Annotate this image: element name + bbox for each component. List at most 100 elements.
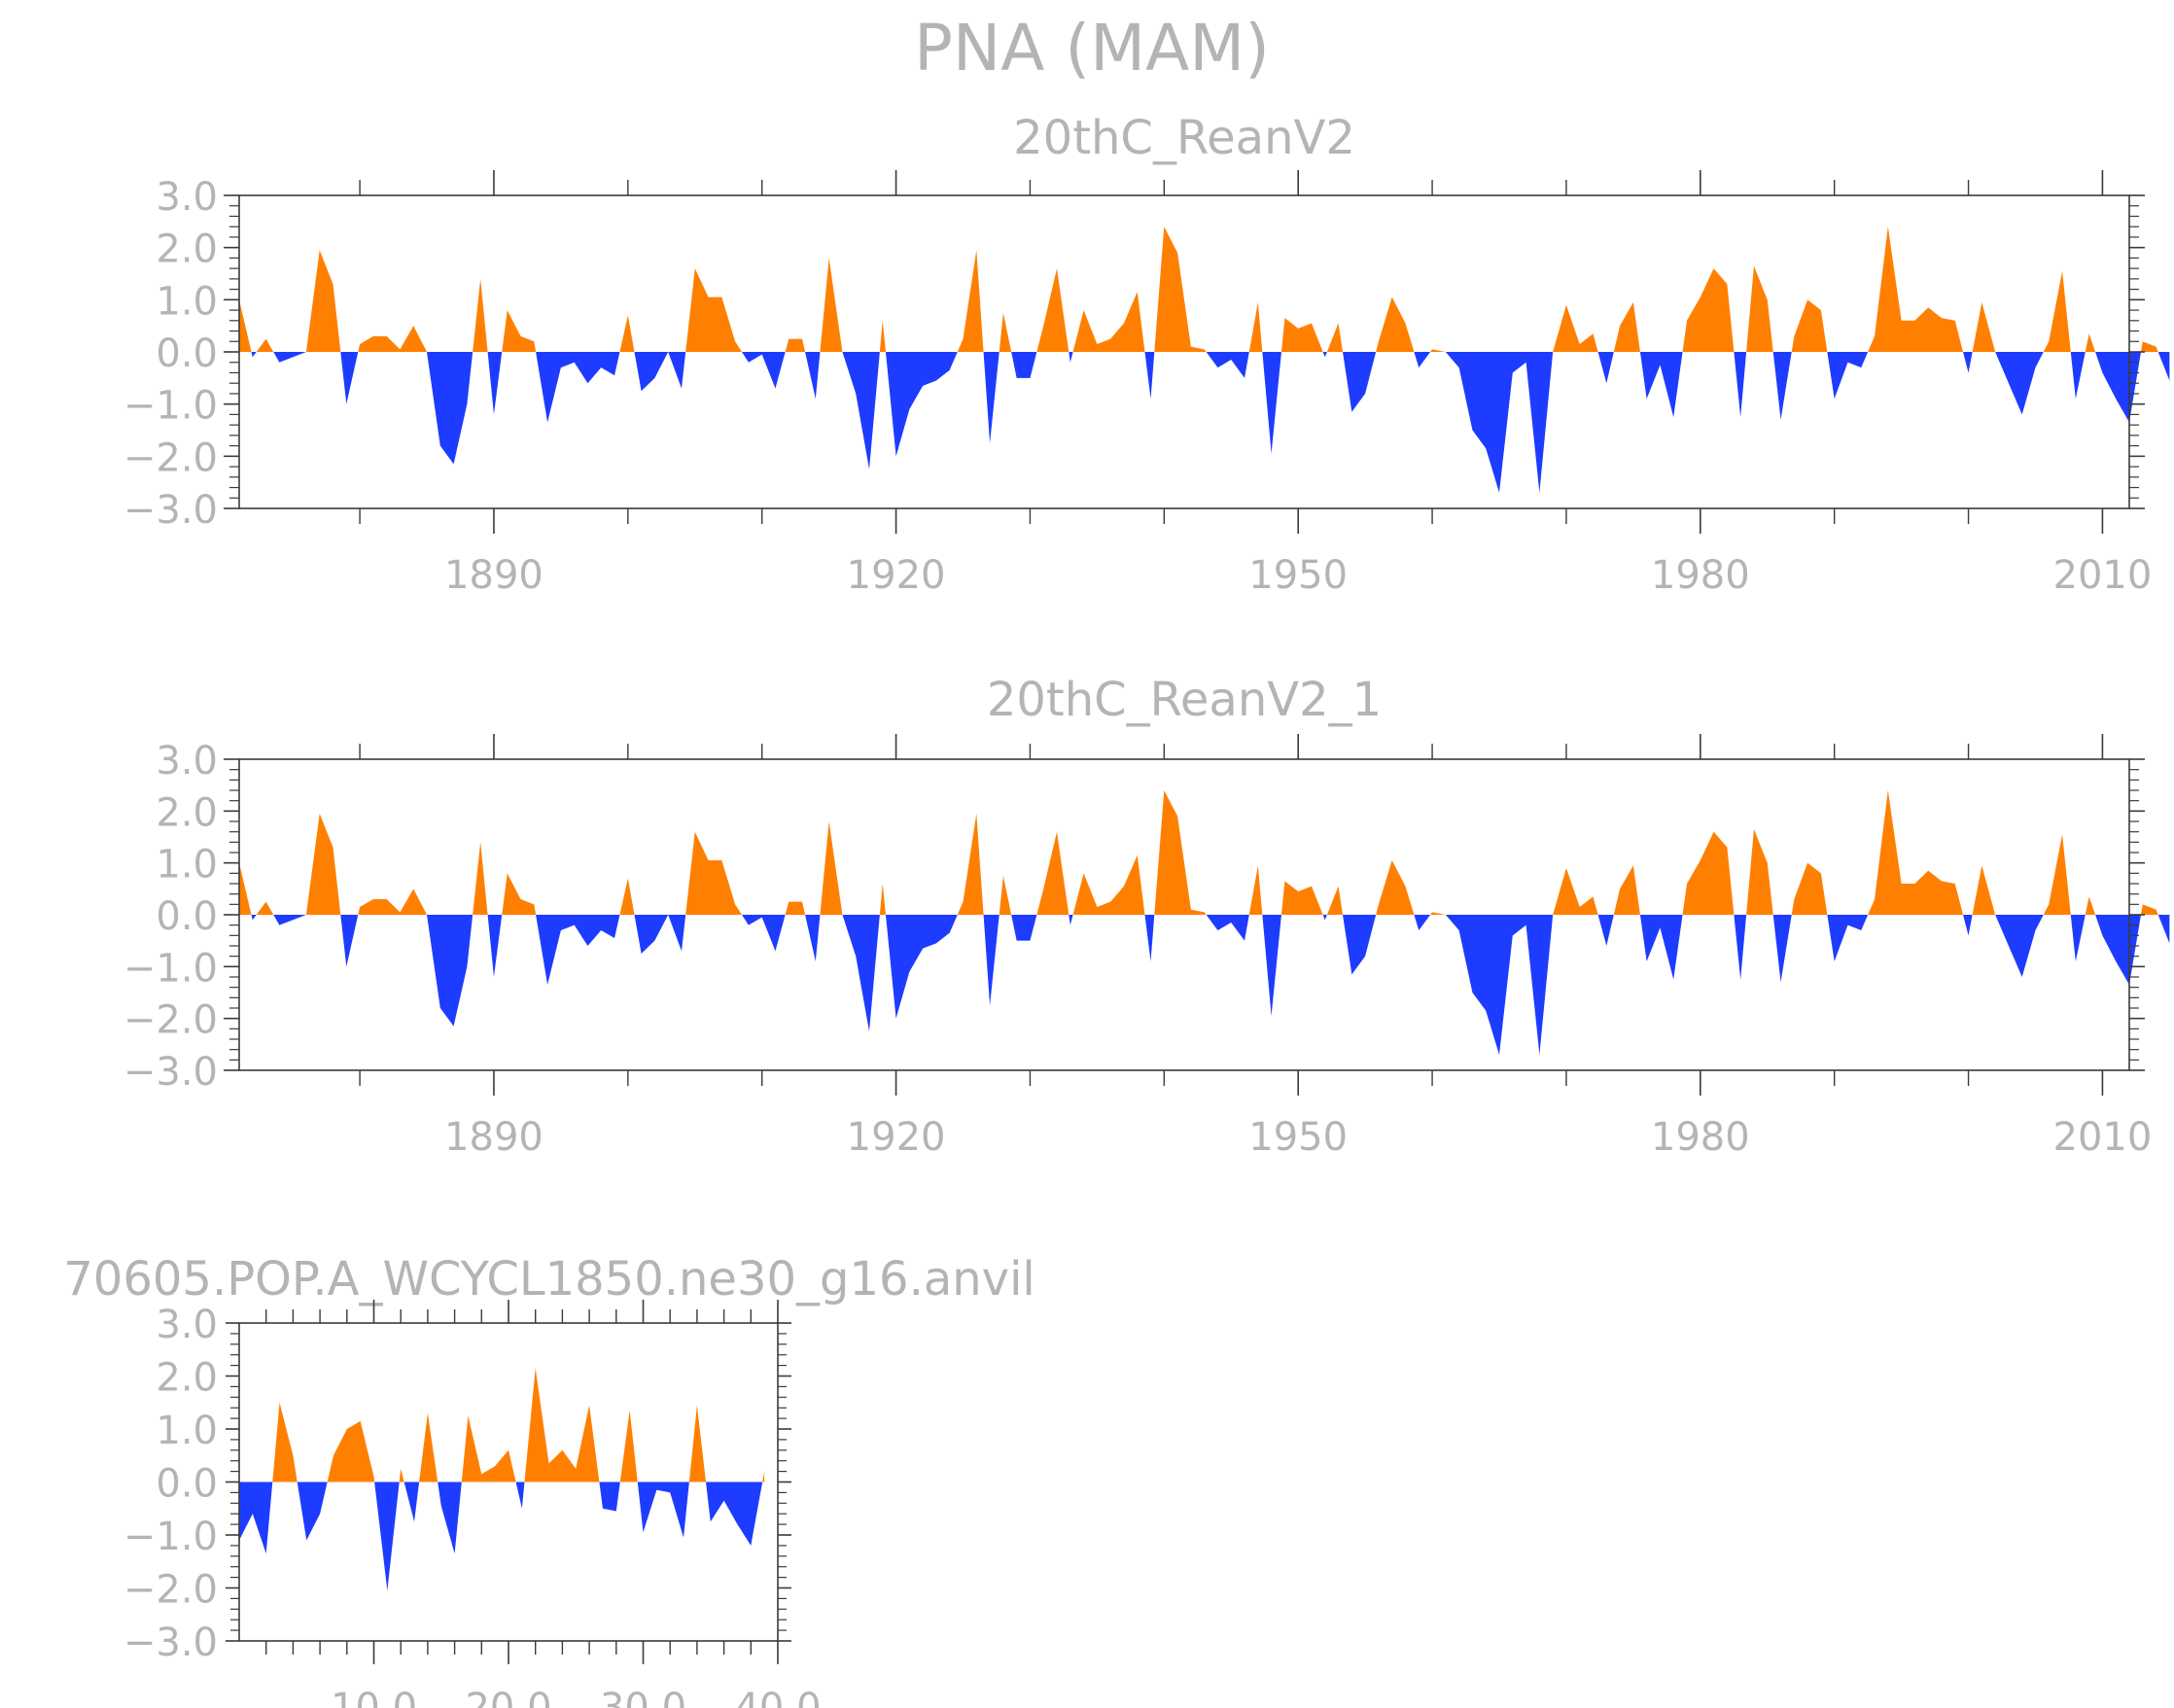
- panel-1-positive-area-3: [358, 326, 428, 352]
- panel-1-negative-area-4: [487, 352, 503, 415]
- panel-1-negative-area-28: [2070, 352, 2086, 400]
- panel-1-positive-area-25: [1746, 265, 1773, 352]
- panel-2-positive-area-12: [957, 814, 984, 915]
- panel-1-plot: −3.0 −2.0 −1.0 0.0 1.0 2.0 3.0 1890 1920 1950 1980…: [123, 170, 2170, 598]
- panel-3-x-tick-label: 10.0: [331, 1686, 417, 1708]
- panel-1-positive-area-27: [1868, 227, 1964, 352]
- panel-2-negative-area-21: [1597, 915, 1614, 946]
- panel-2-positive-area-4: [473, 842, 488, 915]
- panel-3-positive-area-5: [524, 1368, 600, 1482]
- panel-2-negative-area-22: [1639, 915, 1683, 980]
- panel-1-negative-area-16: [1262, 352, 1281, 454]
- panel-1-negative-area-24: [1772, 352, 1792, 420]
- panel-1-positive-area-22: [1553, 304, 1598, 352]
- panel-2-y-tick-label: −1.0: [123, 946, 218, 991]
- panel-1-y-tick-label: −1.0: [123, 384, 218, 429]
- panel-1-negative-area-11: [983, 352, 999, 443]
- panel-1-positive-area-29: [2043, 270, 2071, 352]
- panel-2-negative-area-26: [1963, 915, 1973, 936]
- panel-2-positive-area-17: [1248, 865, 1263, 915]
- panel-2-positive-area-3: [358, 889, 428, 915]
- panel-2-negative-area-6: [634, 915, 686, 954]
- panel-1-positive-area-23: [1613, 302, 1640, 352]
- panel-2-positive-area-8: [685, 831, 743, 915]
- panel-2-negative-area-3: [427, 915, 473, 1027]
- panel-3-negative-area-1: [297, 1481, 328, 1541]
- panel-1-y-tick-label: −3.0: [123, 488, 218, 533]
- panel-3-y-tick-label: 0.0: [156, 1462, 218, 1507]
- panel-2-negative-area-27: [1995, 915, 2044, 977]
- panel-2-positive-area-1: [256, 901, 274, 915]
- panel-3-positive-area-0: [272, 1402, 298, 1482]
- panel-3-y-tick-label: 1.0: [156, 1409, 218, 1453]
- panel-2-negative-area-28: [2070, 915, 2086, 961]
- panel-1-negative-area-2: [340, 352, 359, 404]
- panel-2-negative-area-9: [842, 915, 880, 1031]
- panel-2-positive-area-5: [502, 873, 537, 915]
- panel-3: 70605.POP.A_WCYCL1850.ne30_g16.anvil −3.…: [63, 1252, 1035, 1708]
- panel-1-negative-area-19: [1414, 352, 1431, 368]
- panel-3-negative-area-2: [374, 1481, 400, 1591]
- panel-2-positive-area-9: [785, 901, 806, 915]
- panel-2-negative-area-16: [1262, 915, 1281, 1016]
- panel-3-x-tick-label: 30.0: [600, 1686, 686, 1708]
- panel-1-positive-area-4: [473, 278, 488, 352]
- panel-3-negative-area-5: [515, 1481, 525, 1509]
- panel-1-negative-area-14: [1144, 352, 1155, 400]
- figure-title: PNA (MAM): [914, 11, 1270, 86]
- panel-1-negative-area-5: [536, 352, 620, 423]
- panel-3-title: 70605.POP.A_WCYCL1850.ne30_g16.anvil: [63, 1252, 1035, 1307]
- panel-3-y-tick-label: 3.0: [156, 1303, 218, 1347]
- panel-1-positive-area-2: [305, 250, 341, 352]
- panel-3-x-tick-label: 40.0: [734, 1686, 821, 1708]
- panel-1-x-tick-label: 1950: [1248, 553, 1348, 598]
- panel-2-y-tick-label: 3.0: [156, 739, 218, 784]
- panel-1-y-tick-label: 0.0: [156, 331, 218, 376]
- panel-1-positive-area-26: [1791, 299, 1828, 352]
- panel-1-positive-area-31: [2141, 341, 2158, 352]
- panel-2: 20thC_ReanV2_1 −3.0 −2.0 −1.0 0.0 1.0 2.0 3.0 1…: [123, 673, 2170, 1160]
- panel-1-positive-area-24: [1682, 268, 1735, 352]
- panel-1-positive-area-9: [785, 338, 806, 352]
- panel-1-negative-area-6: [634, 352, 686, 392]
- panel-2-negative-area-11: [983, 915, 999, 1006]
- panel-2-negative-area-20: [1445, 915, 1554, 1055]
- panel-1-negative-area-9: [842, 352, 880, 470]
- panel-1-negative-area-12: [1011, 352, 1037, 378]
- panel-1-positive-area-11: [879, 320, 886, 352]
- panel-1-negative-area-20: [1445, 352, 1554, 493]
- panel-1-positive-area-20: [1376, 296, 1415, 352]
- panel-1-positive-area-17: [1248, 302, 1263, 352]
- panel-2-x-tick-label: 1920: [847, 1115, 946, 1160]
- panel-1-title: 20thC_ReanV2: [1013, 111, 1355, 165]
- panel-3-y-tick-label: −1.0: [123, 1515, 218, 1559]
- panel-1-negative-area-10: [885, 352, 958, 457]
- panel-2-positive-area-13: [999, 876, 1012, 915]
- panel-1-positive-area-13: [999, 312, 1012, 352]
- panel-1-negative-area-13: [1069, 352, 1073, 363]
- panel-3-negative-area-0: [239, 1481, 273, 1554]
- panel-2-negative-area-23: [1734, 915, 1747, 980]
- panel-2-positive-area-24: [1682, 831, 1735, 915]
- panel-2-y-tick-label: 2.0: [156, 790, 218, 835]
- panel-3-negative-area-7: [637, 1481, 689, 1538]
- panel-2-negative-area-10: [885, 915, 958, 1019]
- panel-2-negative-area-2: [340, 915, 359, 967]
- panel-3-positive-area-4: [461, 1415, 516, 1482]
- panel-2-negative-area-13: [1069, 915, 1073, 925]
- panel-3-negative-area-3: [403, 1481, 420, 1522]
- panel-2-positive-area-26: [1791, 862, 1828, 915]
- panel-1-y-tick-label: −2.0: [123, 436, 218, 480]
- panel-1-positive-area-12: [957, 250, 984, 352]
- panel-2-x-tick-label: 1950: [1248, 1115, 1348, 1160]
- panel-1-negative-area-0: [251, 352, 257, 358]
- panel-1-negative-area-21: [1597, 352, 1614, 384]
- panel-2-positive-area-28: [1972, 865, 1996, 915]
- panel-2-y-tick-label: −3.0: [123, 1050, 218, 1095]
- panel-1-negative-area-23: [1734, 352, 1747, 418]
- panel-1-x-tick-label: 1920: [847, 553, 946, 598]
- panel-2-positive-area-22: [1553, 868, 1598, 915]
- panel-2-negative-area-18: [1343, 915, 1377, 975]
- panel-2-positive-area-16: [1154, 790, 1207, 915]
- panel-2-negative-area-17: [1322, 915, 1327, 921]
